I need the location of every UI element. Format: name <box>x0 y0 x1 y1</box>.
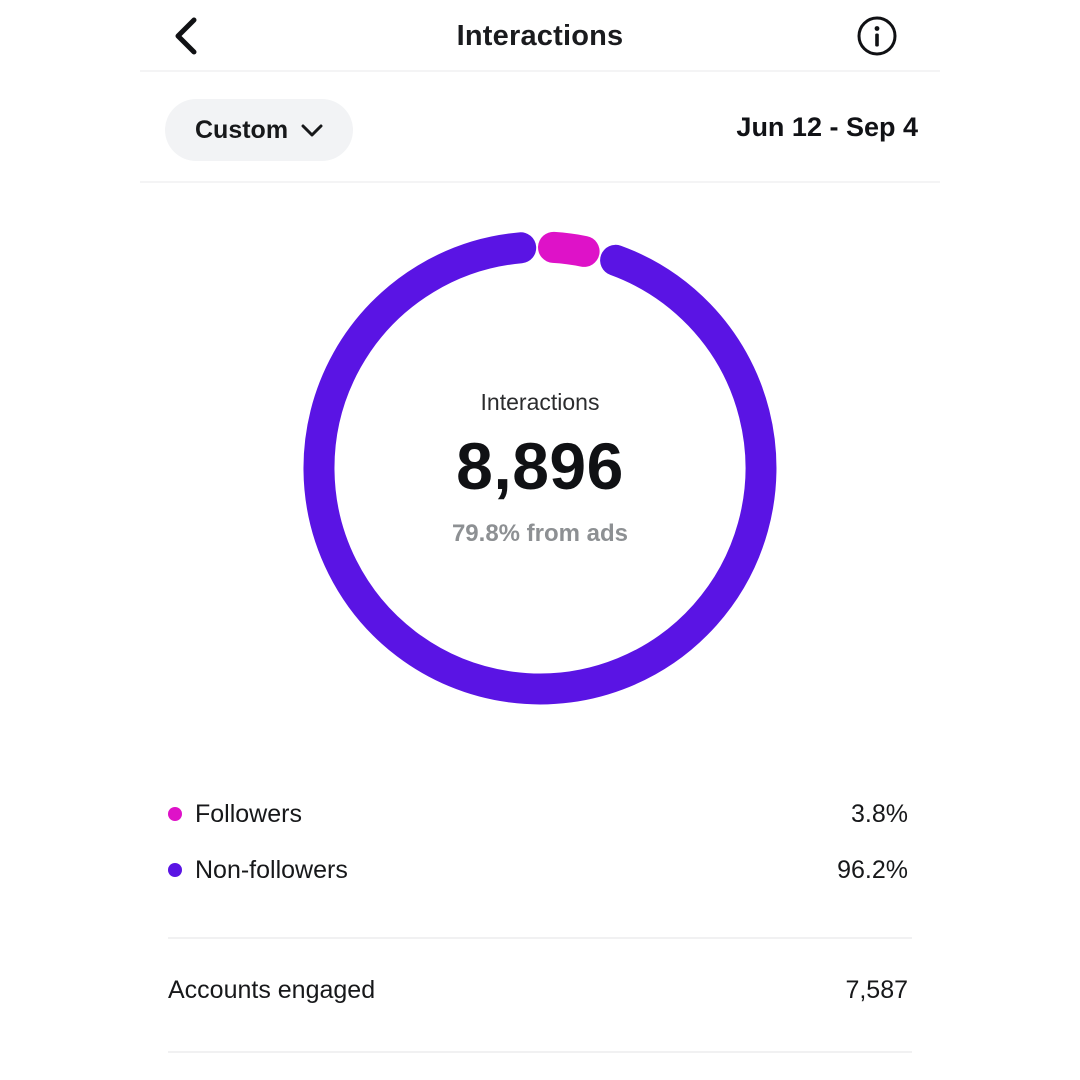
segment-non-followers[interactable] <box>303 232 777 705</box>
interactions-screen: Interactions Custom Jun 12 - Sep 4 <box>140 0 940 1080</box>
legend-value: 96.2% <box>837 855 908 884</box>
followers-dot-icon <box>168 807 182 821</box>
donut-chart: Interactions 8,896 79.8% from ads <box>140 183 940 783</box>
header: Interactions <box>140 0 940 72</box>
range-label: Custom <box>195 115 289 144</box>
divider <box>168 1051 912 1053</box>
legend-row-non-followers: Non-followers 96.2% <box>140 842 940 898</box>
filter-row: Custom Jun 12 - Sep 4 <box>140 72 940 183</box>
segment-followers[interactable] <box>538 231 600 267</box>
accounts-engaged-label: Accounts engaged <box>168 975 376 1004</box>
info-circle-icon <box>856 15 898 57</box>
divider <box>168 937 912 939</box>
accounts-engaged-row: Accounts engaged 7,587 <box>140 962 940 1018</box>
legend-label: Non-followers <box>195 855 348 884</box>
donut-ring <box>303 231 777 705</box>
chevron-down-icon <box>301 124 323 137</box>
back-button[interactable] <box>164 14 208 58</box>
info-button[interactable] <box>854 13 900 59</box>
date-range-selector[interactable]: Custom <box>165 99 354 161</box>
page-title: Interactions <box>456 19 624 52</box>
legend-row-followers: Followers 3.8% <box>140 786 940 842</box>
legend: Followers 3.8% Non-followers 96.2% <box>140 786 940 898</box>
date-range-text: Jun 12 - Sep 4 <box>736 112 918 142</box>
non-followers-dot-icon <box>168 863 182 877</box>
legend-value: 3.8% <box>851 799 908 828</box>
chevron-left-icon <box>173 16 199 56</box>
accounts-engaged-value: 7,587 <box>845 975 908 1004</box>
legend-label: Followers <box>195 799 302 828</box>
